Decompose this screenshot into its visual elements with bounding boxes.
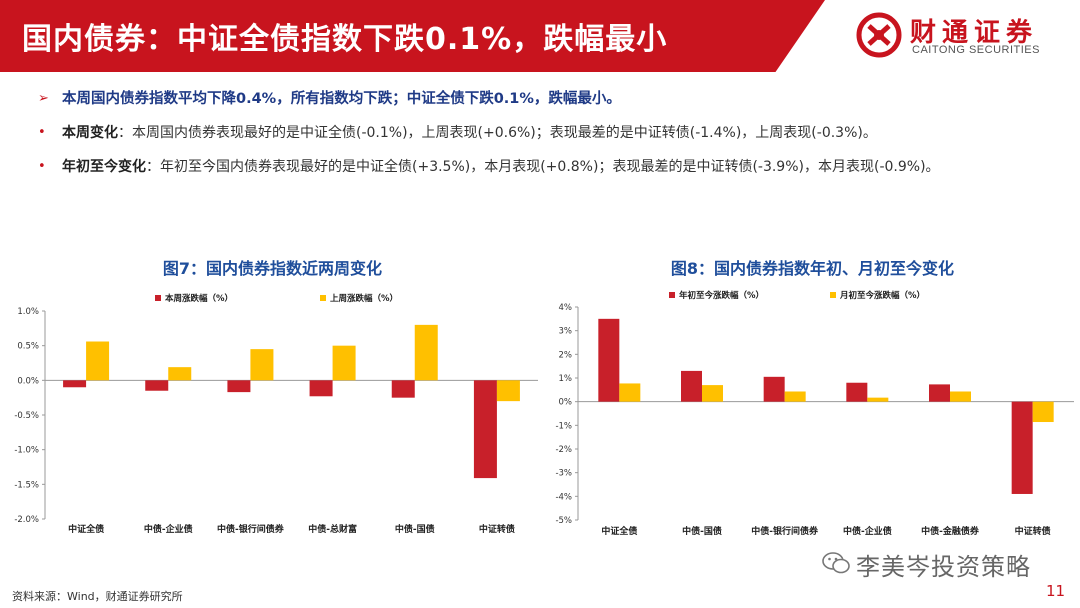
page-title: 国内债券：中证全债指数下跌0.1%，跌幅最小 bbox=[22, 22, 668, 57]
chart8-y-tick-label: -4% bbox=[555, 492, 572, 502]
chart8-y-tick-label: 3% bbox=[559, 327, 573, 337]
headline-bullet: ➢ 本周国内债券指数平均下降0.4%，所有指数均下跌；中证全债下跌0.1%，跌幅… bbox=[38, 88, 1068, 122]
chart7-bar-series2 bbox=[496, 380, 520, 402]
chart7-y-tick-label: -1.0% bbox=[14, 446, 39, 456]
chart7-y-tick-label: -0.5% bbox=[14, 411, 39, 421]
chart8-y-tick-label: 2% bbox=[559, 350, 573, 360]
chart7-bar-series2 bbox=[414, 324, 438, 381]
summary-bullets: ➢ 本周国内债券指数平均下降0.4%，所有指数均下跌；中证全债下跌0.1%，跌幅… bbox=[38, 88, 1068, 190]
chart-7: 图7：国内债券指数近两周变化 1.0% 0.5% 0.0% -0.5% -1.0% -1.… bbox=[0, 255, 545, 555]
chart7-legend-swatch bbox=[320, 295, 326, 301]
chart8-bar-series1 bbox=[1011, 401, 1033, 494]
chart7-category-label: 中债-总财富 bbox=[308, 523, 357, 535]
chart7-bar-series2 bbox=[332, 345, 356, 381]
weekly-bullet: • 本周变化：本周国内债券表现最好的是中证全债(-0.1%)，上周表现(+0.6… bbox=[38, 122, 1068, 156]
chart7-y-tick-label: 1.0% bbox=[17, 307, 39, 317]
title-band bbox=[0, 0, 825, 72]
chart8-bar-series2 bbox=[702, 385, 723, 402]
ytd-label: 年初至今变化 bbox=[62, 159, 146, 175]
chart7-bar-series1 bbox=[391, 380, 415, 398]
chart7-bar-series2 bbox=[86, 341, 110, 381]
chart8-category-label: 中证全债 bbox=[601, 525, 637, 537]
chart8-category-label: 中债-企业债 bbox=[843, 525, 892, 537]
logo-emblem-icon bbox=[856, 12, 902, 58]
dot-bullet-icon: • bbox=[38, 125, 46, 140]
source-note: 资料来源：Wind，财通证券研究所 bbox=[12, 590, 183, 603]
dot-bullet-icon: • bbox=[38, 159, 46, 174]
chart7-bar-series1 bbox=[227, 380, 251, 393]
chart8-category-label: 中债-金融债券 bbox=[921, 525, 980, 537]
chart-8-plot: 4% 3% 2% 1% 0% -1% -2% -3% -4% -5% 中证全债 中债-国债 中债-银行间… bbox=[555, 290, 1074, 537]
chart8-y-tick-label: 4% bbox=[559, 303, 573, 313]
chart7-y-tick-label: -2.0% bbox=[14, 515, 39, 525]
chart8-category-label: 中债-银行间债券 bbox=[751, 525, 819, 537]
chart-7-plot: 1.0% 0.5% 0.0% -0.5% -1.0% -1.5% -2.0% 中证全债 中债-企… bbox=[14, 293, 538, 535]
chart7-legend-swatch bbox=[155, 295, 161, 301]
chart8-bar-series2 bbox=[867, 397, 889, 402]
chart8-category-label: 中证转债 bbox=[1015, 525, 1051, 537]
chart8-bar-series2 bbox=[784, 391, 806, 402]
watermark-text: 李美岑投资策略 bbox=[856, 553, 1031, 581]
chart8-bar-series1 bbox=[763, 376, 785, 402]
chart-8: 图8：国内债券指数年初、月初至今变化 4% 3% 2% 1% 0% -1% -2% -3% -4… bbox=[545, 255, 1080, 555]
chart7-legend-label: 本周涨跌幅（%） bbox=[165, 293, 233, 304]
chart7-y-tick-label: -1.5% bbox=[14, 480, 39, 490]
arrow-bullet-icon: ➢ bbox=[38, 91, 49, 106]
chart7-bar-series1 bbox=[145, 380, 169, 391]
chart8-bar-series1 bbox=[681, 370, 702, 402]
chart7-category-label: 中证全债 bbox=[68, 523, 104, 535]
logo-chinese-name: 财通证券 bbox=[910, 18, 1039, 48]
chart7-category-label: 中债-企业债 bbox=[144, 523, 193, 535]
chart8-bar-series2 bbox=[1032, 401, 1054, 423]
chart8-y-tick-label: -3% bbox=[555, 469, 572, 479]
chart8-legend-label: 月初至今涨跌幅（%） bbox=[839, 290, 925, 301]
chart7-bar-series1 bbox=[309, 380, 333, 397]
chart8-y-tick-label: 0% bbox=[559, 398, 573, 408]
chart7-bar-series1 bbox=[473, 380, 497, 479]
chart7-bar-series2 bbox=[168, 367, 192, 381]
logo-english-name: CAITONG SECURITIES bbox=[912, 44, 1040, 56]
chart8-bar-series2 bbox=[950, 391, 971, 402]
weekly-label: 本周变化 bbox=[62, 125, 118, 141]
chart8-legend-label: 年初至今涨跌幅（%） bbox=[679, 290, 764, 301]
chart8-bar-series2 bbox=[619, 383, 641, 402]
chart8-legend-swatch bbox=[669, 292, 675, 298]
chart-7-title: 图7：国内债券指数近两周变化 bbox=[162, 259, 383, 278]
ytd-text: ：年初至今国内债券表现最好的是中证全债(+3.5%)，本月表现(+0.8%)；表… bbox=[146, 159, 940, 175]
chart8-legend-swatch bbox=[830, 292, 836, 298]
chart7-y-tick-label: 0.0% bbox=[17, 376, 39, 386]
chart8-y-tick-label: -1% bbox=[555, 421, 572, 431]
wechat-icon bbox=[822, 552, 850, 574]
chart8-bar-series1 bbox=[846, 382, 868, 402]
chart7-bar-series2 bbox=[250, 349, 274, 381]
page-number: 11 bbox=[1046, 582, 1066, 600]
chart7-legend-label: 上周涨跌幅（%） bbox=[330, 293, 398, 304]
chart8-y-tick-label: -2% bbox=[555, 445, 572, 455]
chart8-bar-series1 bbox=[598, 318, 620, 402]
chart8-y-tick-label: 1% bbox=[559, 374, 573, 384]
company-logo: 财通证券 CAITONG SECURITIES bbox=[856, 12, 1056, 60]
ytd-bullet: • 年初至今变化：年初至今国内债券表现最好的是中证全债(+3.5%)，本月表现(… bbox=[38, 156, 1068, 190]
headline-text: 本周国内债券指数平均下降0.4%，所有指数均下跌；中证全债下跌0.1%，跌幅最小… bbox=[62, 91, 621, 107]
chart7-bar-series1 bbox=[63, 380, 87, 388]
chart8-y-tick-label: -5% bbox=[555, 516, 572, 526]
chart7-category-label: 中证转债 bbox=[479, 523, 515, 535]
chart-8-title: 图8：国内债券指数年初、月初至今变化 bbox=[670, 259, 955, 278]
weekly-text: ：本周国内债券表现最好的是中证全债(-0.1%)，上周表现(+0.6%)；表现最… bbox=[118, 125, 877, 141]
chart8-category-label: 中债-国债 bbox=[682, 525, 722, 537]
header: 国内债券：中证全债指数下跌0.1%，跌幅最小 财通证券 CAITONG SECU… bbox=[0, 0, 1080, 72]
chart7-y-tick-label: 0.5% bbox=[17, 342, 39, 352]
chart7-category-label: 中债-银行间债券 bbox=[217, 523, 285, 535]
chart8-bar-series1 bbox=[929, 384, 950, 402]
chart7-category-label: 中债-国债 bbox=[395, 523, 435, 535]
